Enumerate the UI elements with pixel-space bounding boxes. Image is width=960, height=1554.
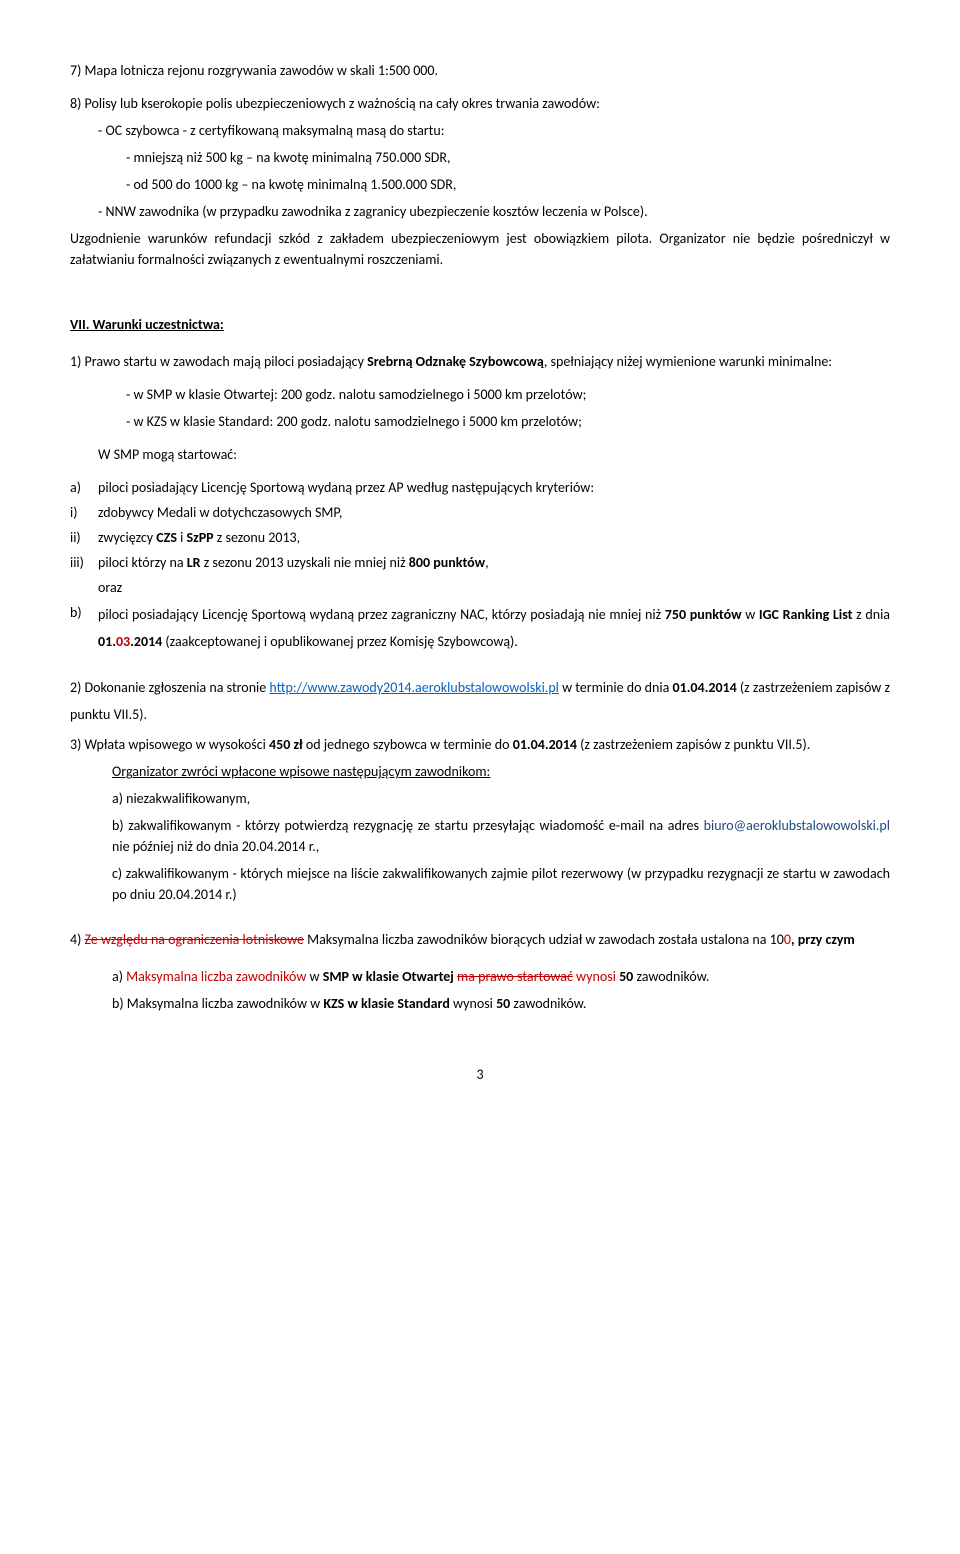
marker bbox=[70, 577, 98, 598]
bold-text: CZS bbox=[156, 529, 177, 546]
wsmp-label: W SMP mogą startować: bbox=[70, 444, 890, 465]
item-7-4-b: b) Maksymalna liczba zawodników w KZS w … bbox=[84, 993, 890, 1014]
text: w terminie do dnia bbox=[559, 679, 673, 696]
bold-text: IGC Ranking List bbox=[759, 606, 853, 623]
bold-text: 450 zł bbox=[269, 736, 303, 753]
red-text: wynosi bbox=[576, 968, 619, 985]
text: zdobywcy Medali w dotychczasowych SMP, bbox=[98, 502, 890, 523]
text: zawodników. bbox=[510, 995, 586, 1012]
org-b: b) zakwalifikowanym - którzy potwierdzą … bbox=[84, 815, 890, 857]
text: 1) Prawo startu w zawodach mają piloci p… bbox=[70, 353, 367, 370]
text: (zaakceptowanej i opublikowanej przez Ko… bbox=[162, 633, 518, 650]
marker: iii) bbox=[70, 552, 98, 573]
bold-text: LR bbox=[187, 554, 201, 571]
text: z dnia bbox=[853, 606, 890, 623]
item-7-3: 3) Wpłata wpisowego w wysokości 450 zł o… bbox=[70, 734, 890, 755]
item-8-nnw: - NNW zawodnika (w przypadku zawodnika z… bbox=[70, 201, 890, 222]
bold-text: 01.04.2014 bbox=[513, 736, 577, 753]
red-text: 0 bbox=[784, 931, 791, 948]
item-8-oc: - OC szybowca - z certyfikowaną maksymal… bbox=[70, 120, 890, 141]
item-8-oc-1: - mniejszą niż 500 kg – na kwotę minimal… bbox=[70, 147, 890, 168]
text: , spełniający niżej wymienione warunki m… bbox=[544, 353, 832, 370]
text: z sezonu 2013, bbox=[214, 529, 301, 546]
bold-text: 750 punktów bbox=[665, 606, 742, 623]
text: piloci którzy na LR z sezonu 2013 uzyska… bbox=[98, 552, 890, 573]
red-text: Maksymalna liczba zawodników bbox=[126, 968, 306, 985]
text: b) Maksymalna liczba zawodników w bbox=[112, 995, 323, 1012]
list-item-b: b) piloci posiadający Licencję Sportową … bbox=[70, 602, 890, 655]
strike-text: ma prawo startować bbox=[457, 968, 573, 985]
refund-note: Uzgodnienie warunków refundacji szkód z … bbox=[70, 228, 890, 270]
text: piloci posiadający Licencję Sportową wyd… bbox=[98, 606, 665, 623]
bold-text: 800 punktów bbox=[409, 554, 485, 571]
text: , bbox=[485, 554, 489, 571]
text: piloci posiadający Licencję Sportową wyd… bbox=[98, 602, 890, 655]
list-item-a: a) piloci posiadający Licencję Sportową … bbox=[70, 477, 890, 498]
text: nie później niż do dnia 20.04.2014 r., bbox=[112, 838, 319, 855]
bold-text: .2014 bbox=[130, 633, 162, 650]
text: (z zastrzeżeniem zapisów z punktu VII.5)… bbox=[577, 736, 810, 753]
link[interactable]: http://www.zawody2014.aeroklubstalowowol… bbox=[269, 679, 559, 696]
item-7-1: 1) Prawo startu w zawodach mają piloci p… bbox=[70, 351, 890, 372]
list-item-i: i) zdobywcy Medali w dotychczasowych SMP… bbox=[70, 502, 890, 523]
page-number: 3 bbox=[70, 1064, 890, 1085]
bold-text: 50 bbox=[496, 995, 510, 1012]
text: i bbox=[177, 529, 187, 546]
org-a: a) niezakwalifikowanym, bbox=[84, 788, 890, 809]
strike-text: Ze względu na ograniczenia lotniskowe bbox=[85, 931, 304, 948]
marker: a) bbox=[70, 477, 98, 498]
marker: ii) bbox=[70, 527, 98, 548]
text: zwycięzcy CZS i SzPP z sezonu 2013, bbox=[98, 527, 890, 548]
bold-text: Srebrną Odznakę Szybowcową bbox=[367, 353, 544, 370]
list-item-iii: iii) piloci którzy na LR z sezonu 2013 u… bbox=[70, 552, 890, 573]
bold-text: SzPP bbox=[187, 529, 214, 546]
req-smp: - w SMP w klasie Otwartej: 200 godz. nal… bbox=[70, 384, 890, 405]
marker: b) bbox=[70, 602, 98, 655]
text: Maksymalna liczba zawodników biorących u… bbox=[304, 931, 784, 948]
text: zawodników. bbox=[633, 968, 709, 985]
marker: i) bbox=[70, 502, 98, 523]
req-kzs: - w KZS w klasie Standard: 200 godz. nal… bbox=[70, 411, 890, 432]
item-7: 7) Mapa lotnicza rejonu rozgrywania zawo… bbox=[70, 60, 890, 81]
text: , przy czym bbox=[791, 931, 855, 948]
item-7-2: 2) Dokonanie zgłoszenia na stronie http:… bbox=[70, 675, 890, 728]
bold-text: KZS w klasie Standard bbox=[323, 995, 450, 1012]
text: piloci posiadający Licencję Sportową wyd… bbox=[98, 477, 890, 498]
text: 4) bbox=[70, 931, 85, 948]
org-c: c) zakwalifikowanym - których miejsce na… bbox=[84, 863, 890, 905]
list-item-ii: ii) zwycięzcy CZS i SzPP z sezonu 2013, bbox=[70, 527, 890, 548]
bold-text: 01. bbox=[98, 633, 116, 650]
text: 3) Wpłata wpisowego w wysokości bbox=[70, 736, 269, 753]
bold-text: 50 bbox=[619, 968, 633, 985]
red-text: 03 bbox=[116, 633, 130, 650]
text: 2) Dokonanie zgłoszenia na stronie bbox=[70, 679, 269, 696]
item-8: 8) Polisy lub kserokopie polis ubezpiecz… bbox=[70, 93, 890, 114]
section-7-title: VII. Warunki uczestnictwa: bbox=[70, 314, 890, 335]
text: piloci którzy na bbox=[98, 554, 187, 571]
text: a) bbox=[112, 968, 126, 985]
item-8-oc-2: - od 500 do 1000 kg – na kwotę minimalną… bbox=[70, 174, 890, 195]
item-7-4: 4) Ze względu na ograniczenia lotniskowe… bbox=[70, 927, 890, 954]
item-7-4-a: a) Maksymalna liczba zawodników w SMP w … bbox=[84, 966, 890, 987]
text: od jednego szybowca w terminie do bbox=[303, 736, 513, 753]
text: wynosi bbox=[450, 995, 496, 1012]
text: w bbox=[306, 968, 322, 985]
text: oraz bbox=[98, 577, 890, 598]
list-item-oraz: oraz bbox=[70, 577, 890, 598]
bold-text: SMP w klasie Otwartej bbox=[323, 968, 454, 985]
bold-text: 01.04.2014 bbox=[673, 679, 737, 696]
text: w bbox=[742, 606, 759, 623]
text: z sezonu 2013 uzyskali nie mniej niż bbox=[201, 554, 409, 571]
text: b) zakwalifikowanym - którzy potwierdzą … bbox=[112, 817, 704, 834]
email-link[interactable]: biuro@aeroklubstalowowolski.pl bbox=[704, 817, 890, 834]
text: zwycięzcy bbox=[98, 529, 156, 546]
org-refund-title: Organizator zwróci wpłacone wpisowe nast… bbox=[84, 761, 890, 782]
